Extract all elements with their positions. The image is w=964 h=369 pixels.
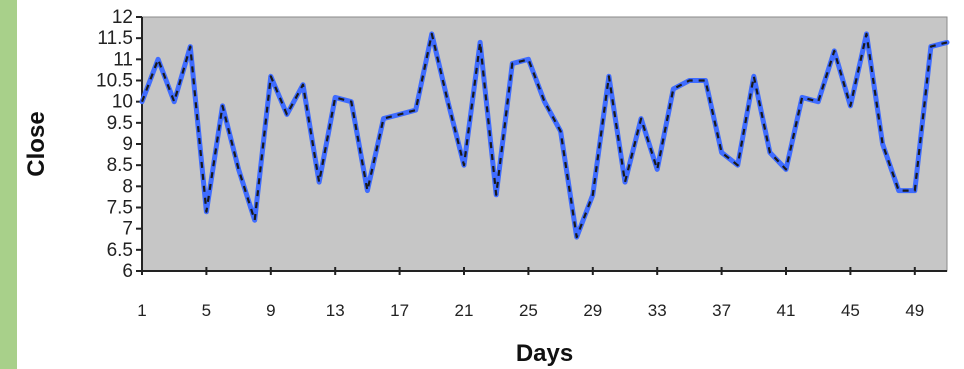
x-tick-label: 49 xyxy=(905,301,924,320)
x-tick-label: 13 xyxy=(326,301,345,320)
x-tick-label: 17 xyxy=(390,301,409,320)
left-accent-band xyxy=(0,0,17,369)
y-tick-label: 6 xyxy=(122,261,133,282)
y-tick-label: 9 xyxy=(122,134,133,155)
y-tick-label: 9.5 xyxy=(107,113,133,134)
tick-marks xyxy=(136,16,916,275)
plot-area xyxy=(141,16,948,272)
x-tick-label: 5 xyxy=(202,301,211,320)
x-tick-label: 9 xyxy=(266,301,275,320)
x-axis-label: Days xyxy=(516,340,573,367)
y-tick-label: 7 xyxy=(122,219,133,240)
x-tick-label: 41 xyxy=(777,301,796,320)
x-tick-label: 33 xyxy=(648,301,667,320)
x-tick-label: 45 xyxy=(841,301,860,320)
x-tick-label: 29 xyxy=(583,301,602,320)
series-line-dash-overlay xyxy=(140,32,948,239)
x-tick-label: 21 xyxy=(455,301,474,320)
y-tick-label: 8 xyxy=(122,176,133,197)
y-tick-label: 12 xyxy=(112,7,133,28)
y-tick-label: 10.5 xyxy=(96,71,133,92)
y-tick-label: 11.5 xyxy=(97,28,133,49)
y-tick-label: 6.5 xyxy=(107,240,133,261)
x-tick-label: 37 xyxy=(712,301,731,320)
y-tick-label: 7.5 xyxy=(107,198,133,219)
y-tick-label: 8.5 xyxy=(107,155,133,176)
x-tick-label: 1 xyxy=(137,301,146,320)
x-tick-label: 25 xyxy=(519,301,538,320)
y-tick-label: 10 xyxy=(112,92,133,113)
y-axis-label: Close xyxy=(23,111,50,176)
y-tick-label: 11 xyxy=(113,49,133,70)
